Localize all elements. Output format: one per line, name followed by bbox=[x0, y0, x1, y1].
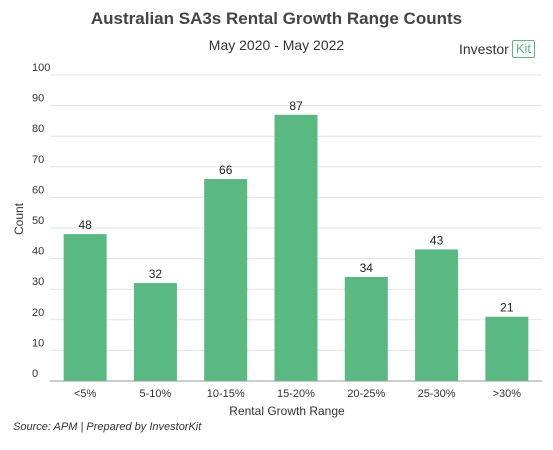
x-tick-label: 25-30% bbox=[418, 388, 456, 400]
bar bbox=[133, 283, 177, 381]
x-tick-label: 15-20% bbox=[277, 388, 315, 400]
y-tick-label: 60 bbox=[32, 184, 44, 196]
data-label: 66 bbox=[219, 163, 233, 177]
bar bbox=[63, 234, 107, 381]
x-tick-labels: <5% 5-10% 10-15% 15-20% 20-25% 25-30% >30% bbox=[74, 388, 521, 400]
y-tick-label: 90 bbox=[32, 93, 44, 105]
source-note: Source: APM | Prepared by InvestorKit bbox=[13, 421, 202, 433]
bar bbox=[204, 179, 248, 381]
bars bbox=[63, 114, 529, 381]
y-tick-label: 50 bbox=[32, 215, 44, 227]
y-axis-label: Count bbox=[12, 202, 26, 235]
y-tick-labels: 0 10 20 30 40 50 60 70 80 90 100 bbox=[32, 62, 50, 380]
data-labels: 48 32 66 87 34 43 21 bbox=[78, 99, 513, 315]
y-tick-label: 80 bbox=[32, 123, 44, 135]
data-label: 32 bbox=[149, 267, 163, 281]
bar bbox=[344, 276, 388, 381]
x-tick-label: <5% bbox=[74, 388, 97, 400]
x-axis-label: Rental Growth Range bbox=[229, 404, 345, 418]
investorkit-logo: Investor Kit bbox=[459, 40, 535, 58]
y-tick-label: 0 bbox=[32, 368, 38, 380]
y-tick-label: 30 bbox=[32, 276, 44, 288]
chart-title: Australian SA3s Rental Growth Range Coun… bbox=[90, 9, 463, 28]
logo-text: Investor bbox=[459, 41, 509, 57]
x-tick-label: >30% bbox=[493, 388, 522, 400]
chart-subtitle: May 2020 - May 2022 bbox=[208, 37, 345, 53]
y-tick-label: 10 bbox=[32, 337, 44, 349]
bar bbox=[485, 316, 529, 381]
data-label: 48 bbox=[78, 218, 92, 232]
y-tick-label: 40 bbox=[32, 246, 44, 258]
data-label: 43 bbox=[430, 233, 444, 247]
data-label: 87 bbox=[289, 99, 303, 113]
logo-box-text: Kit bbox=[511, 40, 535, 58]
y-tick-label: 70 bbox=[32, 154, 44, 166]
data-label: 21 bbox=[500, 301, 514, 315]
x-tick-label: 5-10% bbox=[140, 388, 172, 400]
x-tick-label: 10-15% bbox=[207, 388, 245, 400]
data-label: 34 bbox=[360, 261, 374, 275]
bar bbox=[274, 114, 318, 381]
bar bbox=[415, 249, 459, 381]
y-tick-label: 100 bbox=[32, 62, 50, 74]
y-tick-label: 20 bbox=[32, 307, 44, 319]
x-tick-label: 20-25% bbox=[347, 388, 385, 400]
